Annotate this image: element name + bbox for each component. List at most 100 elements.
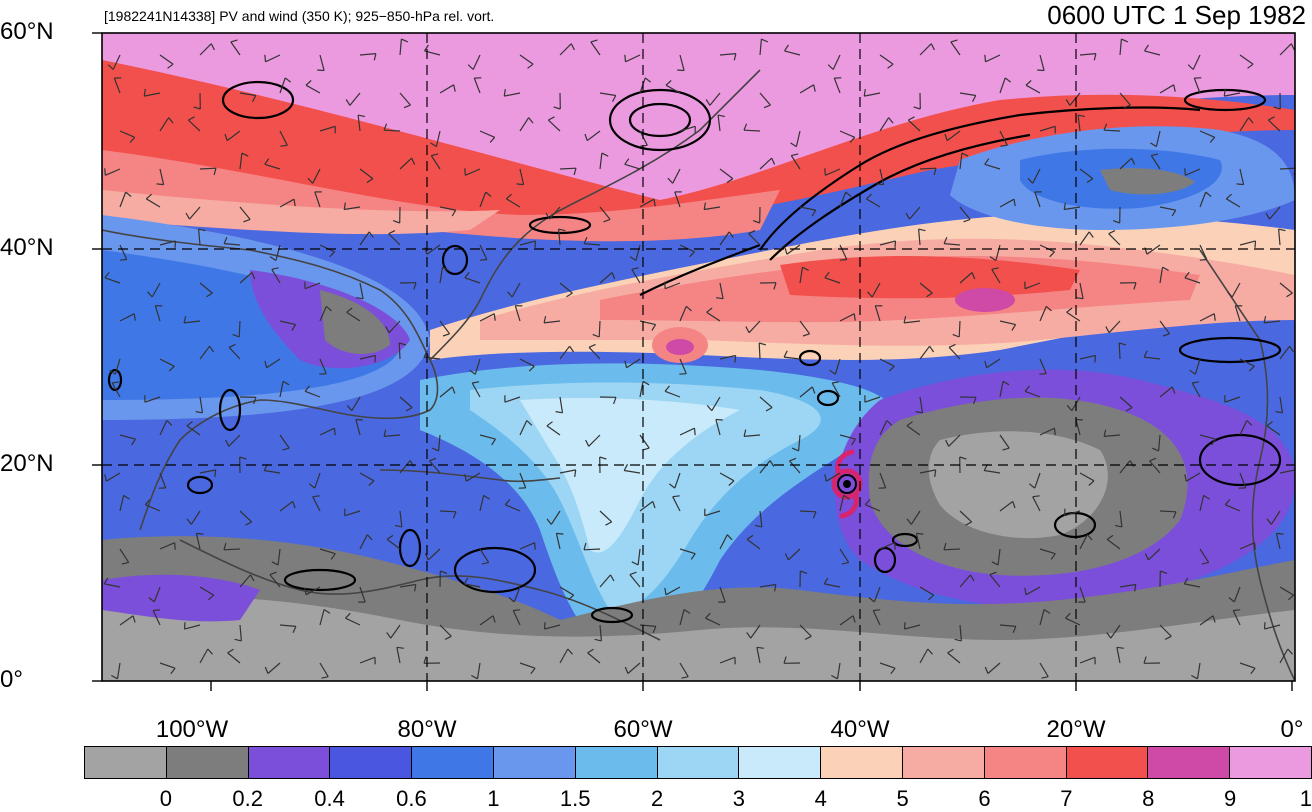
wind-barb-flag [895, 241, 896, 248]
wind-barb-flag [1265, 622, 1266, 629]
colorbar-box [167, 747, 249, 778]
colorbar-tick-label: 0.2 [232, 786, 263, 812]
colorbar-box [85, 747, 167, 778]
wind-barb [224, 549, 240, 550]
colorbar-box [658, 747, 740, 778]
wind-barb [1104, 130, 1120, 131]
colorbar-box [576, 747, 658, 778]
wind-barb-flag [175, 241, 176, 248]
wind-barb-flag [535, 241, 536, 248]
colorbar-box [330, 747, 412, 778]
wind-barb-flag [1255, 543, 1256, 550]
wind-barb-flag [1037, 70, 1044, 71]
wind-barb [599, 321, 600, 337]
colorbar-box [249, 747, 331, 778]
wind-barb-flag [679, 374, 686, 375]
lon-label-40w: 40°W [831, 716, 890, 744]
wind-barb-flag [916, 533, 923, 534]
colorbar-box [903, 747, 985, 778]
wind-barb-flag [175, 543, 176, 550]
wind-barb-flag [317, 70, 324, 71]
wind-barb-flag [375, 355, 376, 362]
wind-barb-flag [105, 168, 106, 175]
lon-label-100w: 100°W [156, 716, 228, 744]
lat-label-40n: 40°N [0, 234, 72, 262]
colorbar-box [985, 747, 1067, 778]
wind-barb-flag [877, 184, 884, 185]
colorbar-box [1067, 747, 1149, 778]
colorbar-tick-label: 3 [733, 786, 745, 812]
wind-barb-flag [735, 355, 736, 362]
colorbar-tick-label: 7 [1060, 786, 1072, 812]
wind-barb [239, 321, 240, 337]
wind-barb [1119, 343, 1120, 359]
wind-barb-flag [545, 622, 546, 629]
wind-barb-flag [716, 420, 723, 421]
lat-label-0: 0° [0, 666, 72, 694]
colorbar-box [821, 747, 903, 778]
colorbar-box [739, 747, 821, 778]
wind-barb-flag [1039, 374, 1046, 375]
wind-barb-flag [873, 610, 880, 611]
wind-barb-flag [480, 260, 487, 261]
wind-barb-flag [319, 374, 326, 375]
colorbar-box [1230, 747, 1311, 778]
colorbar-box [1148, 747, 1230, 778]
wind-barb-flag [1237, 184, 1244, 185]
wind-barb-flag [625, 55, 626, 62]
colorbar-tick-label: 0.6 [396, 786, 427, 812]
wind-barb-flag [1076, 420, 1083, 421]
wind-barb [744, 130, 760, 131]
colorbar-tick-label: 5 [897, 786, 909, 812]
lon-label-20w: 20°W [1047, 716, 1106, 744]
wind-barb-flag [513, 610, 520, 611]
wind-barb-flag [1233, 610, 1240, 611]
wind-barb-flag [985, 55, 986, 62]
lat-label-60n: 60°N [0, 18, 72, 46]
valid-time-title: 0600 UTC 1 Sep 1982 [1047, 0, 1306, 31]
wind-barb-flag [465, 168, 466, 175]
wind-barb [384, 130, 400, 131]
wind-barb [800, 511, 816, 512]
colorbar-tick-label: 0 [160, 786, 172, 812]
plot-subtitle: [1982241N14338] PV and wind (350 K); 925… [104, 8, 494, 24]
wind-barb-flag [196, 533, 203, 534]
colorbar-tick-label: 4 [815, 786, 827, 812]
wind-barb [1280, 168, 1296, 169]
colorbar-tick-label: 0.4 [314, 786, 345, 812]
wind-barb-flag [1055, 428, 1056, 435]
wind-barb-flag [335, 428, 336, 435]
wind-barb [759, 343, 760, 359]
colorbar-tick-label: 8 [1142, 786, 1154, 812]
wind-barb-flag [1185, 168, 1186, 175]
wind-barb-flag [840, 260, 847, 261]
wind-barb-flag [556, 533, 563, 534]
wind-barb-flag [1255, 241, 1256, 248]
lat-label-20n: 20°N [0, 450, 72, 478]
wind-barb [584, 549, 600, 550]
colorbar-box [494, 747, 576, 778]
colorbar-tick-label: 6 [978, 786, 990, 812]
wind-barb-flag [677, 70, 684, 71]
colorbar-box [412, 747, 494, 778]
colorbar-tick-label: 9 [1224, 786, 1236, 812]
wind-barb-flag [157, 184, 164, 185]
colorbar [84, 746, 1312, 779]
wind-barb-flag [1095, 355, 1096, 362]
wind-barb-flag [825, 168, 826, 175]
wind-barb-flag [265, 55, 266, 62]
wind-barb [920, 168, 936, 169]
wind-barb [440, 511, 456, 512]
wind-barb-flag [517, 184, 524, 185]
wind-barb-flag [356, 420, 363, 421]
wind-barb [1160, 511, 1176, 512]
colorbar-tick-label: 1 [487, 786, 499, 812]
lon-label-80w: 80°W [398, 716, 457, 744]
colorbar-tick-label: 10 [1300, 786, 1312, 812]
wind-barb [200, 168, 216, 169]
wind-barb [399, 343, 400, 359]
wind-barb-flag [120, 260, 127, 261]
lon-label-0: 0° [1281, 716, 1304, 744]
wind-barb-flag [1276, 533, 1283, 534]
